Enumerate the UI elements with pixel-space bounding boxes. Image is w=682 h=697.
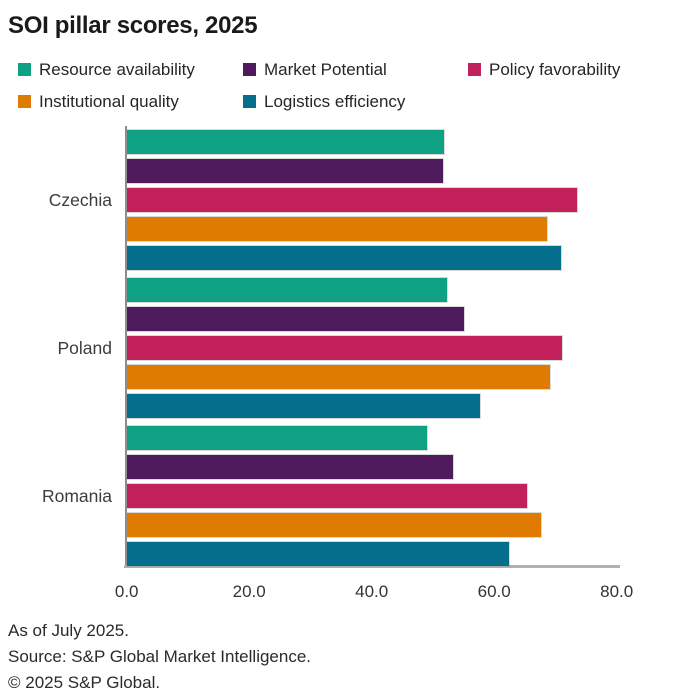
bar-czechia-resource-availability — [127, 130, 444, 154]
category-label-poland: Poland — [57, 338, 113, 358]
legend-label: Institutional quality — [39, 92, 179, 111]
legend-label: Logistics efficiency — [264, 92, 406, 111]
bar-czechia-policy-favorability — [127, 188, 578, 212]
footnote-copyright: © 2025 S&P Global. — [8, 673, 161, 692]
bar-poland-resource-availability — [127, 278, 447, 302]
x-axis-line — [124, 565, 620, 568]
legend-swatch-icon — [18, 63, 31, 76]
x-tick-20.0: 20.0 — [232, 582, 266, 601]
legend-item-logistics-efficiency: Logistics efficiency — [243, 93, 405, 110]
bar-poland-policy-favorability — [127, 336, 562, 360]
x-tick-0.0: 0.0 — [114, 582, 139, 601]
legend-label: Market Potential — [264, 60, 387, 79]
legend-label: Policy favorability — [489, 60, 621, 79]
bar-czechia-logistics-efficiency — [127, 246, 562, 270]
x-tick-80.0: 80.0 — [600, 582, 634, 601]
x-tick-40.0: 40.0 — [355, 582, 389, 601]
bar-romania-institutional-quality — [127, 513, 541, 537]
legend-swatch-icon — [243, 63, 256, 76]
bar-czechia-market-potential — [127, 159, 444, 183]
legend-swatch-icon — [468, 63, 481, 76]
bar-romania-logistics-efficiency — [127, 542, 509, 566]
legend-swatch-icon — [18, 95, 31, 108]
footnote-source: Source: S&P Global Market Intelligence. — [8, 647, 312, 666]
legend-item-policy-favorability: Policy favorability — [468, 61, 620, 78]
legend-item-market-potential: Market Potential — [243, 61, 387, 78]
y-axis-line — [125, 126, 127, 567]
bar-czechia-institutional-quality — [127, 217, 548, 241]
legend-swatch-icon — [243, 95, 256, 108]
legend-item-institutional-quality: Institutional quality — [18, 93, 179, 110]
footnote-asof: As of July 2025. — [8, 621, 129, 640]
x-tick-60.0: 60.0 — [477, 582, 511, 601]
legend-item-resource-availability: Resource availability — [18, 61, 195, 78]
bar-poland-logistics-efficiency — [127, 394, 480, 418]
chart-footnotes: As of July 2025. Source: S&P Global Mark… — [8, 618, 311, 696]
bar-romania-resource-availability — [127, 426, 427, 450]
legend-label: Resource availability — [39, 60, 195, 79]
category-label-romania: Romania — [41, 486, 112, 506]
bar-romania-policy-favorability — [127, 484, 527, 508]
category-label-czechia: Czechia — [48, 190, 112, 210]
bar-romania-market-potential — [127, 455, 453, 479]
chart-title: SOI pillar scores, 2025 — [8, 12, 258, 39]
bar-poland-market-potential — [127, 307, 464, 331]
bar-poland-institutional-quality — [127, 365, 551, 389]
